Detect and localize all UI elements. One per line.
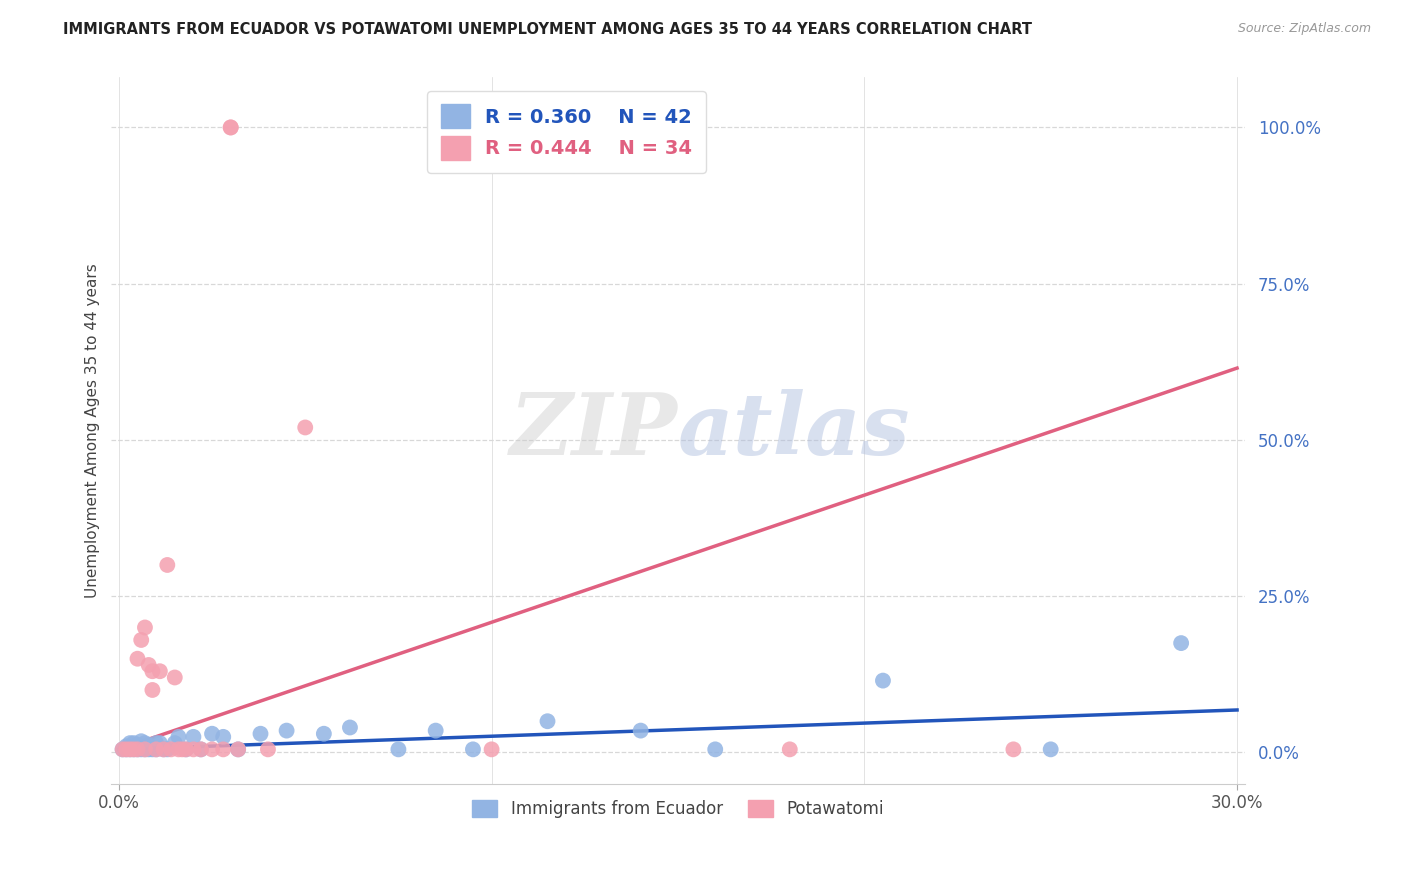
Point (111, 742, 134, 756)
Point (190, 742, 212, 756)
Y-axis label: Unemployment Among Ages 35 to 44 years: Unemployment Among Ages 35 to 44 years (86, 263, 100, 598)
Point (872, 673, 894, 688)
Point (167, 730, 190, 744)
Legend: Immigrants from Ecuador, Potawatomi: Immigrants from Ecuador, Potawatomi (465, 793, 890, 825)
Point (226, 742, 249, 756)
Point (134, 742, 156, 756)
Point (339, 721, 361, 735)
Point (115, 742, 138, 756)
Point (111, 742, 134, 756)
Point (167, 742, 190, 756)
Point (138, 657, 160, 672)
Point (127, 742, 149, 756)
Point (134, 620, 156, 634)
Point (149, 664, 172, 678)
Point (190, 742, 212, 756)
Point (127, 742, 149, 756)
Point (152, 742, 174, 756)
Point (141, 742, 163, 756)
Point (127, 651, 149, 665)
Point (134, 736, 156, 750)
Point (149, 736, 172, 750)
Point (115, 742, 138, 756)
Point (1170, 636, 1192, 650)
Point (425, 723, 447, 738)
Point (145, 736, 167, 750)
Point (172, 742, 194, 756)
Point (156, 742, 179, 756)
Point (174, 742, 197, 756)
Point (257, 742, 280, 756)
Point (276, 723, 298, 738)
Point (115, 739, 138, 754)
Point (536, 714, 558, 729)
Point (160, 742, 183, 756)
Point (226, 742, 249, 756)
Point (779, 742, 801, 756)
Point (138, 738, 160, 752)
Point (134, 742, 156, 756)
Point (1002, 742, 1025, 756)
Point (129, 742, 152, 756)
Point (219, 120, 242, 135)
Point (122, 742, 145, 756)
Point (145, 742, 167, 756)
Text: ZIP: ZIP (510, 389, 678, 473)
Point (129, 632, 152, 647)
Point (201, 727, 224, 741)
Point (249, 727, 271, 741)
Point (127, 738, 149, 752)
Point (461, 742, 484, 756)
Point (118, 742, 141, 756)
Point (481, 742, 503, 756)
Point (118, 736, 141, 750)
Point (212, 730, 235, 744)
Text: IMMIGRANTS FROM ECUADOR VS POTAWATOMI UNEMPLOYMENT AMONG AGES 35 TO 44 YEARS COR: IMMIGRANTS FROM ECUADOR VS POTAWATOMI UN… (63, 22, 1032, 37)
Text: atlas: atlas (678, 389, 911, 473)
Point (141, 664, 163, 678)
Point (219, 120, 242, 135)
Point (312, 727, 335, 741)
Point (201, 742, 224, 756)
Point (183, 742, 205, 756)
Text: Source: ZipAtlas.com: Source: ZipAtlas.com (1237, 22, 1371, 36)
Point (212, 742, 235, 756)
Point (141, 683, 163, 698)
Point (163, 671, 186, 685)
Point (163, 736, 186, 750)
Point (387, 742, 409, 756)
Point (174, 742, 197, 756)
Point (118, 742, 141, 756)
Point (122, 736, 145, 750)
Point (156, 558, 179, 572)
Point (630, 723, 652, 738)
Point (145, 742, 167, 756)
Point (129, 734, 152, 748)
Point (294, 420, 316, 434)
Point (138, 742, 160, 756)
Point (183, 730, 205, 744)
Point (152, 742, 174, 756)
Point (122, 742, 145, 756)
Point (1039, 742, 1062, 756)
Point (704, 742, 727, 756)
